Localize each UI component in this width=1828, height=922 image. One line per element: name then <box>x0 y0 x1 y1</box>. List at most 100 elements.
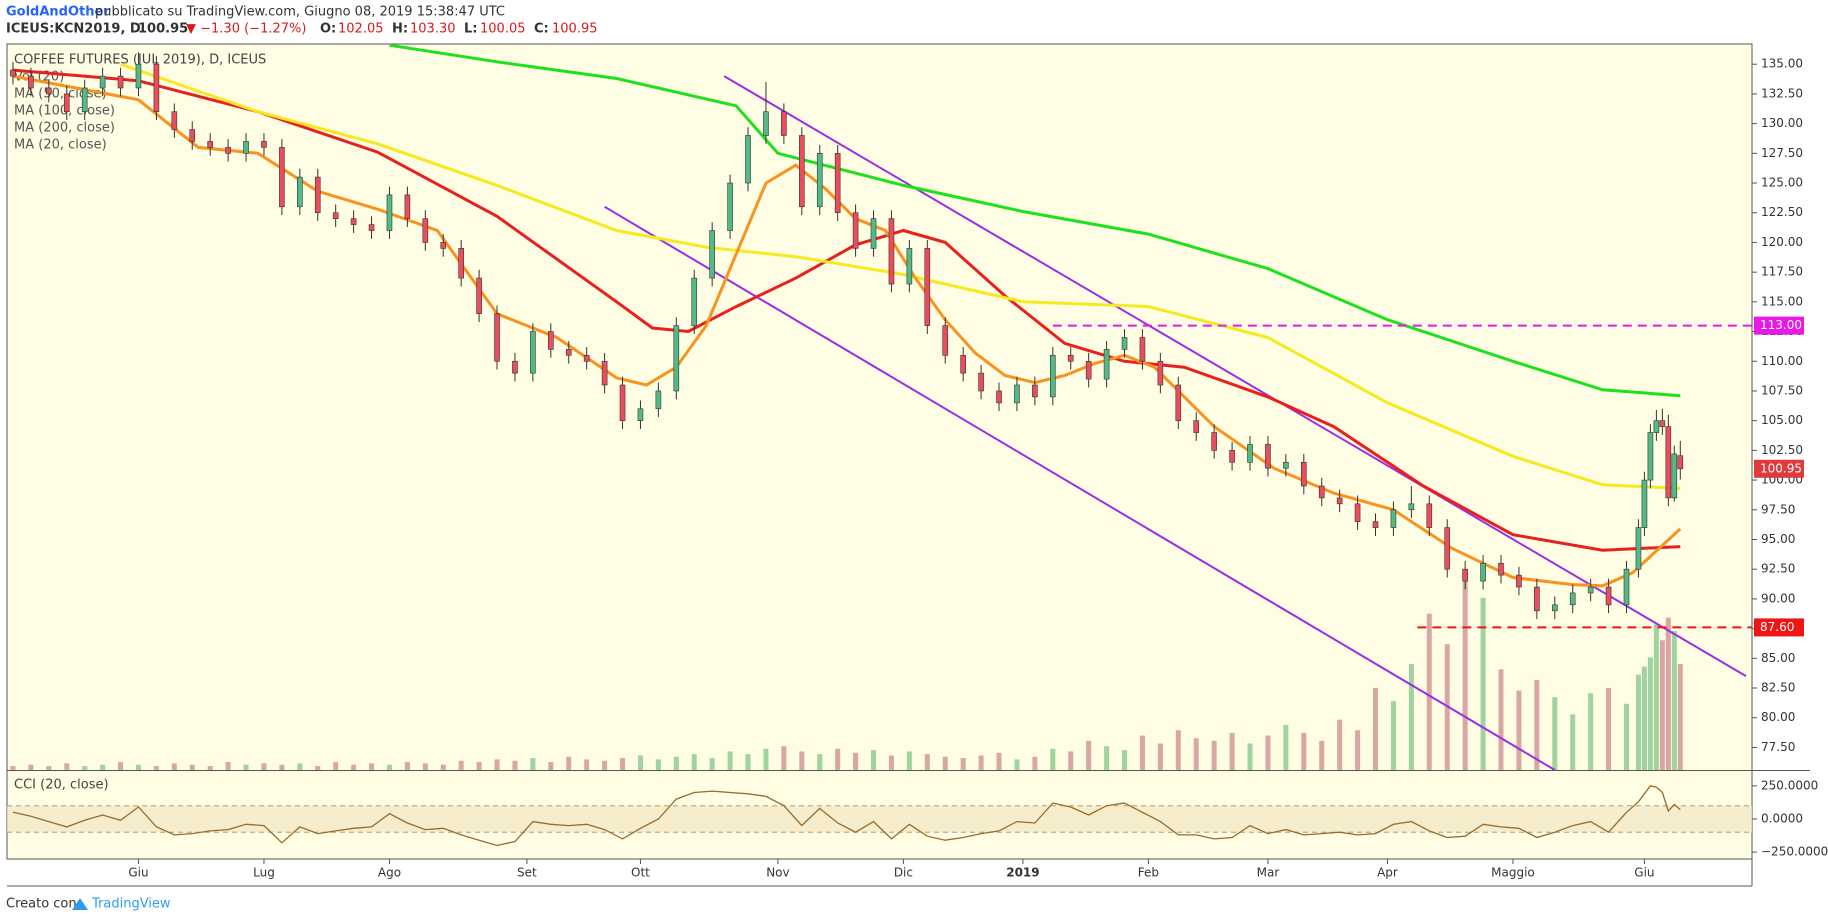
x-tick-label: Feb <box>1138 866 1159 880</box>
volume-bar <box>315 766 321 770</box>
volume-bar <box>709 758 715 770</box>
volume-bar <box>691 754 697 770</box>
candle-body <box>135 63 142 89</box>
y-tick-label: 77.50 <box>1761 740 1795 754</box>
candle-body <box>1671 453 1678 499</box>
volume-bar <box>494 759 500 770</box>
candle-body <box>960 355 966 374</box>
volume-bar <box>1283 724 1289 770</box>
candle-body <box>1139 337 1146 362</box>
candle-body <box>1390 509 1397 528</box>
candle-body <box>1121 337 1128 350</box>
x-tick-label: Mar <box>1257 866 1280 880</box>
volume-bar <box>1641 666 1647 770</box>
y-tick-label: 125.00 <box>1761 176 1803 190</box>
volume-bar <box>135 764 141 770</box>
candle-body <box>1587 586 1594 594</box>
x-tick-label: 2019 <box>1006 866 1039 880</box>
y-tick-label: 135.00 <box>1761 57 1803 71</box>
y-tick-label: 90.00 <box>1761 591 1795 605</box>
y-tick-label: 130.00 <box>1761 116 1803 130</box>
l-value: 100.05 <box>480 22 526 37</box>
candle-body <box>1677 455 1684 470</box>
candle-body <box>727 182 733 231</box>
volume-bar <box>243 764 249 770</box>
volume-bar <box>817 754 823 770</box>
cci-line <box>12 785 1681 847</box>
candle-body <box>852 212 859 249</box>
candle-body <box>225 147 231 154</box>
volume-bar <box>1659 640 1665 770</box>
candle-body <box>117 75 124 89</box>
volume-bar <box>1139 735 1145 770</box>
h-value: 103.30 <box>410 22 456 37</box>
y-tick-label: 117.50 <box>1761 265 1803 279</box>
candle-body <box>1551 604 1558 612</box>
volume-bar <box>1534 679 1540 770</box>
x-tick-label: Giu <box>1634 866 1654 880</box>
volume-bar <box>1653 624 1659 770</box>
candle-body <box>1408 503 1415 511</box>
volume-bar <box>906 751 912 770</box>
volume-bar <box>440 764 446 770</box>
footer-brand[interactable]: TradingView <box>91 897 171 912</box>
candle-body <box>63 93 70 113</box>
y-tick-label: 95.00 <box>1761 532 1795 546</box>
volume-bar <box>799 751 805 770</box>
candle-body <box>10 69 16 77</box>
footer-text: Creato con <box>6 897 77 912</box>
volume-bar <box>1516 690 1522 770</box>
cci-plot: CCI (20, close) <box>7 778 1752 847</box>
volume-bar <box>1032 756 1038 770</box>
candle-body <box>1653 420 1660 433</box>
candle-body <box>745 135 751 184</box>
candle-body <box>1665 426 1672 499</box>
volume-bar <box>888 755 894 770</box>
volume-bar <box>333 762 339 770</box>
candle-body <box>996 390 1002 404</box>
volume-bar <box>1229 732 1235 770</box>
change: ▼ −1.30 (−1.27%) <box>186 22 306 37</box>
volume-bar <box>207 766 213 770</box>
o-value: 102.05 <box>338 22 384 37</box>
candle-body <box>28 75 34 89</box>
candle-body <box>1050 355 1056 398</box>
volume-bar <box>1570 714 1576 770</box>
last-price-box <box>1754 459 1804 478</box>
candle-body <box>1014 384 1020 404</box>
candle-body <box>1569 592 1576 606</box>
volume-bar <box>530 758 536 770</box>
level-label-box <box>1754 316 1804 335</box>
volume-bar <box>781 746 787 770</box>
volume-bar <box>620 758 626 770</box>
moving-average <box>389 44 1681 398</box>
volume-bar <box>853 752 859 770</box>
candle-body <box>1659 420 1666 427</box>
volume-bar <box>602 760 608 770</box>
volume-bar <box>1671 630 1677 770</box>
candle-body <box>1480 562 1486 582</box>
candle-body <box>1193 420 1200 433</box>
candle-body <box>601 360 608 386</box>
candle-body <box>655 390 662 410</box>
o-label: O: <box>320 22 336 37</box>
x-tick-label: Maggio <box>1491 866 1535 880</box>
volume-bar <box>1157 743 1163 770</box>
candle-body <box>1157 360 1164 386</box>
candle-body <box>1444 527 1451 570</box>
volume-bar <box>512 760 518 770</box>
y-tick-label: 110.00 <box>1761 354 1803 368</box>
volume-bar <box>1175 730 1181 770</box>
volume-bar <box>978 755 984 770</box>
y-tick-label: 120.00 <box>1761 235 1803 249</box>
x-tick-label: Ago <box>378 866 401 880</box>
y-tick-label: 122.50 <box>1761 205 1803 219</box>
volume-bar <box>1193 738 1199 770</box>
x-tick-label: Lug <box>253 866 275 880</box>
candle-body <box>207 141 213 148</box>
candle-body <box>386 194 393 231</box>
volume-bar <box>10 766 16 770</box>
volume-bar <box>871 750 877 770</box>
volume-bar <box>1677 664 1683 770</box>
volume-bar <box>261 763 267 770</box>
